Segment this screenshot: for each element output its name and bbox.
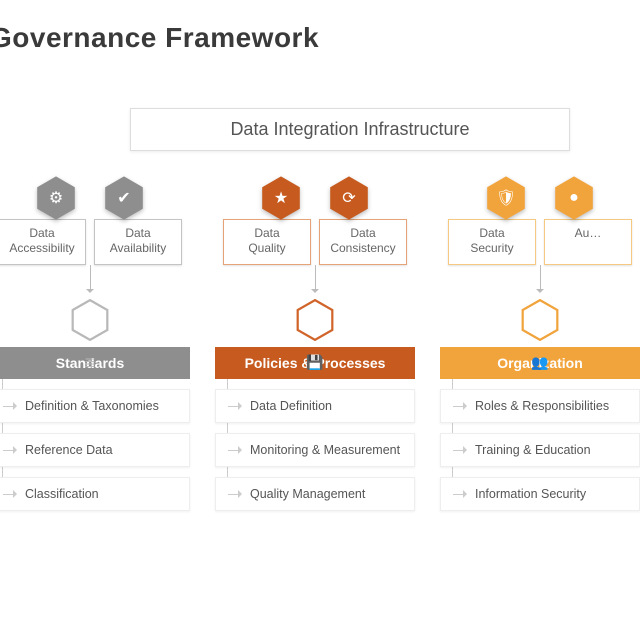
hex-icon: ⚙ xyxy=(36,175,76,221)
bullet-item: Training & Education xyxy=(440,433,640,467)
column-organization: 🛡●DataSecurityAu…👥OrganizationRoles & Re… xyxy=(440,175,640,521)
bullet-item: Data Definition xyxy=(215,389,415,423)
connector xyxy=(215,265,415,299)
hex-card: DataSecurity xyxy=(448,219,536,265)
bullet-item: Definition & Taxonomies xyxy=(0,389,190,423)
bullet-item: Information Security xyxy=(440,477,640,511)
hex-icon: ⟳ xyxy=(329,175,369,221)
bullet-list: Definition & Taxonomies Reference Data Cla… xyxy=(0,389,190,511)
hex-card: DataAccessibility xyxy=(0,219,86,265)
integration-banner: Data Integration Infrastructure xyxy=(130,108,570,151)
hex-card: DataConsistency xyxy=(319,219,407,265)
hex-card: DataQuality xyxy=(223,219,311,265)
page-title: Governance Framework xyxy=(0,22,319,54)
hex-card: DataAvailability xyxy=(94,219,182,265)
hex-card: Au… xyxy=(544,219,632,265)
bullet-list: Roles & Responsibilities Training & Educa… xyxy=(440,389,640,511)
category-icon: ≣ xyxy=(71,299,109,341)
bullet-item: Quality Management xyxy=(215,477,415,511)
bullet-item: Roles & Responsibilities xyxy=(440,389,640,423)
hex-icon: ★ xyxy=(261,175,301,221)
hex-icon: ✔ xyxy=(104,175,144,221)
category-icon: 💾 xyxy=(296,299,334,341)
bullet-list: Data Definition Monitoring & Measurement Q… xyxy=(215,389,415,511)
bullet-item: Reference Data xyxy=(0,433,190,467)
column-standards: ⚙✔DataAccessibilityDataAvailability≣Stan… xyxy=(0,175,190,521)
bullet-item: Monitoring & Measurement xyxy=(215,433,415,467)
column-policies-processes: ★⟳DataQualityDataConsistency💾Policies & … xyxy=(215,175,415,521)
hex-icon: 🛡 xyxy=(486,175,526,221)
bullet-item: Classification xyxy=(0,477,190,511)
hex-icon: ● xyxy=(554,175,594,221)
category-icon: 👥 xyxy=(521,299,559,341)
connector xyxy=(440,265,640,299)
connector xyxy=(0,265,190,299)
